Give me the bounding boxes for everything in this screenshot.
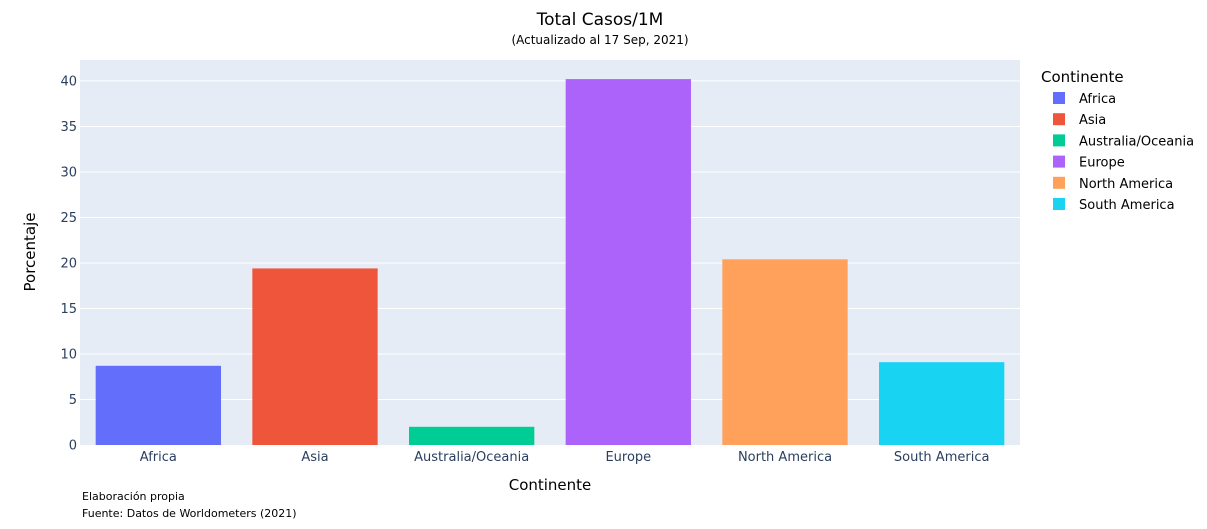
annotation-elaboracion: Elaboración propia bbox=[82, 490, 185, 503]
legend-swatch bbox=[1053, 134, 1065, 147]
gridlines bbox=[80, 80, 1020, 400]
bar-europe[interactable] bbox=[565, 79, 691, 446]
legend-label: Africa bbox=[1079, 92, 1116, 107]
x-tick-label: Africa bbox=[140, 450, 177, 465]
legend-label: Australia/Oceania bbox=[1079, 134, 1194, 149]
legend-item[interactable]: Europe bbox=[1053, 155, 1125, 171]
x-tick-label: South America bbox=[894, 450, 990, 465]
x-axis-ticks: Africa Asia Australia/Oceania Europe North A… bbox=[140, 450, 990, 465]
legend-label: Asia bbox=[1079, 113, 1106, 128]
x-tick-label: Europe bbox=[605, 450, 651, 465]
legend-title: Continente bbox=[1041, 68, 1124, 86]
legend-label: North America bbox=[1079, 177, 1173, 192]
y-axis-title: Porcentaje bbox=[21, 213, 39, 292]
chart-title: Total Casos/1M bbox=[536, 10, 664, 30]
y-tick-label: 40 bbox=[60, 74, 77, 89]
bar-south-america[interactable] bbox=[879, 362, 1005, 445]
legend-label: Europe bbox=[1079, 156, 1125, 171]
chart-subtitle: (Actualizado al 17 Sep, 2021) bbox=[511, 33, 688, 47]
legend-item[interactable]: North America bbox=[1053, 176, 1173, 192]
legend-item[interactable]: Africa bbox=[1053, 92, 1116, 107]
bars bbox=[95, 79, 1005, 446]
legend-swatch bbox=[1053, 155, 1065, 168]
legend-swatch bbox=[1053, 198, 1065, 210]
bar-australia-oceania[interactable] bbox=[409, 426, 535, 445]
y-tick-label: 15 bbox=[60, 302, 77, 317]
x-tick-label: Asia bbox=[301, 450, 328, 465]
plot-area bbox=[80, 60, 1020, 445]
y-tick-label: 25 bbox=[60, 211, 77, 226]
y-tick-label: 35 bbox=[60, 120, 77, 135]
legend-swatch bbox=[1053, 113, 1065, 126]
x-tick-label: North America bbox=[738, 450, 832, 465]
legend-swatch bbox=[1053, 176, 1065, 189]
y-axis-ticks: 0 5 10 15 20 25 30 35 40 bbox=[60, 74, 77, 453]
y-tick-label: 5 bbox=[69, 393, 77, 408]
legend-item[interactable]: Asia bbox=[1053, 113, 1106, 128]
legend-item[interactable]: South America bbox=[1053, 198, 1175, 213]
y-tick-label: 30 bbox=[60, 165, 77, 180]
bar-africa[interactable] bbox=[95, 365, 221, 445]
y-tick-label: 10 bbox=[60, 347, 77, 362]
annotation-fuente: Fuente: Datos de Worldometers (2021) bbox=[82, 507, 297, 520]
y-tick-label: 20 bbox=[60, 256, 77, 271]
bar-asia[interactable] bbox=[252, 268, 378, 445]
bar-north-america[interactable] bbox=[722, 259, 848, 445]
legend: Africa Asia Australia/Oceania Europe North A… bbox=[1053, 92, 1194, 213]
x-axis-title: Continente bbox=[509, 476, 592, 494]
legend-swatch bbox=[1053, 92, 1065, 104]
legend-label: South America bbox=[1079, 198, 1175, 213]
legend-item[interactable]: Australia/Oceania bbox=[1053, 134, 1194, 149]
y-tick-label: 0 bbox=[69, 439, 77, 454]
x-tick-label: Australia/Oceania bbox=[414, 450, 529, 465]
